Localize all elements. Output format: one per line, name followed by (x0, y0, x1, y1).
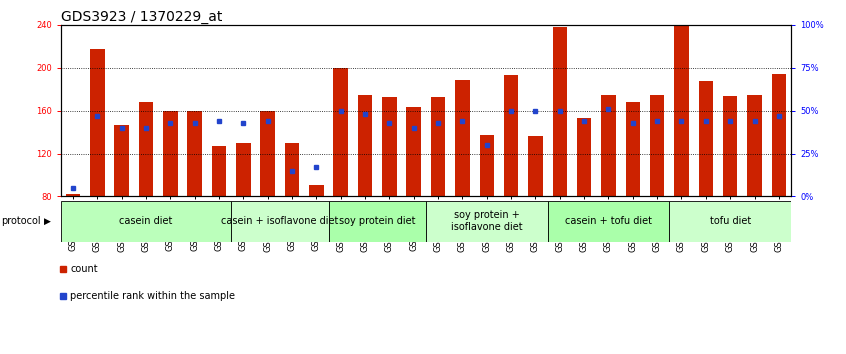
FancyBboxPatch shape (61, 201, 231, 242)
Bar (114, 125, 129, 196)
Bar (577, 118, 591, 196)
Text: protocol: protocol (1, 216, 41, 226)
Text: casein + isoflavone diet: casein + isoflavone diet (222, 216, 338, 226)
FancyBboxPatch shape (426, 201, 547, 242)
Text: percentile rank within the sample: percentile rank within the sample (70, 291, 235, 301)
Bar (552, 27, 567, 196)
Bar (480, 135, 494, 196)
FancyBboxPatch shape (547, 201, 669, 242)
Bar (309, 185, 324, 196)
Text: soy protein +
isoflavone diet: soy protein + isoflavone diet (451, 210, 523, 232)
Bar (528, 136, 543, 196)
Bar (382, 97, 397, 196)
Bar (747, 95, 761, 196)
Text: tofu diet: tofu diet (710, 216, 750, 226)
FancyBboxPatch shape (231, 201, 328, 242)
Bar (285, 143, 299, 196)
Bar (236, 143, 250, 196)
Text: soy protein diet: soy protein diet (339, 216, 415, 226)
Bar (650, 95, 664, 196)
Bar (91, 50, 105, 196)
Text: casein diet: casein diet (119, 216, 173, 226)
Text: GDS3923 / 1370229_at: GDS3923 / 1370229_at (61, 10, 222, 24)
Bar (504, 75, 519, 196)
FancyBboxPatch shape (669, 201, 791, 242)
Bar (261, 110, 275, 196)
Text: casein + tofu diet: casein + tofu diet (565, 216, 652, 226)
Bar (699, 81, 713, 196)
Bar (139, 102, 153, 196)
Text: ▶: ▶ (44, 217, 51, 226)
Bar (406, 107, 421, 196)
Bar (772, 74, 786, 196)
Bar (625, 102, 640, 196)
Bar (602, 95, 616, 196)
Bar (455, 80, 470, 196)
Bar (333, 68, 348, 196)
Bar (66, 194, 80, 196)
Bar (163, 110, 178, 196)
Bar (674, 25, 689, 196)
Bar (722, 96, 738, 196)
FancyBboxPatch shape (328, 201, 426, 242)
Text: count: count (70, 264, 98, 274)
Bar (358, 95, 372, 196)
Bar (212, 146, 227, 196)
Bar (188, 110, 202, 196)
Bar (431, 97, 446, 196)
